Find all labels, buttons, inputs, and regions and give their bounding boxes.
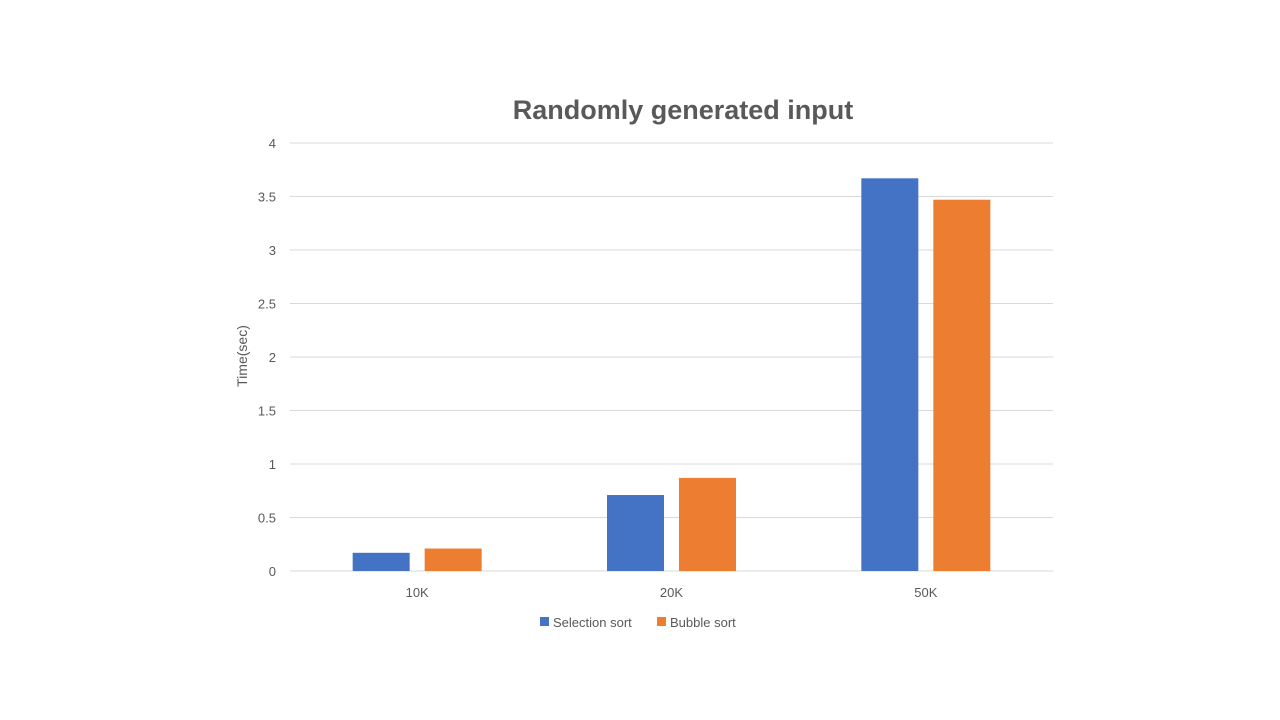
- x-tick-label: 20K: [660, 585, 683, 600]
- y-tick-label: 0.5: [258, 511, 276, 526]
- legend-label: Bubble sort: [670, 615, 736, 630]
- chart-title: Randomly generated input: [513, 95, 854, 125]
- y-axis-ticks: 0 0.5 1 1.5 2 2.5 3 3.5 4: [258, 136, 276, 579]
- x-tick-label: 10K: [406, 585, 429, 600]
- bars: [352, 178, 991, 571]
- gridlines: [290, 142, 1053, 572]
- y-tick-label: 1.5: [258, 404, 276, 419]
- bar-bubble-sort-20k: [679, 477, 736, 571]
- legend-swatch: [540, 617, 549, 626]
- y-tick-label: 4: [269, 136, 276, 151]
- legend-swatch: [657, 617, 666, 626]
- x-axis-ticks: 10K 20K 50K: [406, 585, 938, 600]
- y-tick-label: 3.5: [258, 190, 276, 205]
- x-tick-label: 50K: [914, 585, 937, 600]
- y-tick-label: 0: [269, 564, 276, 579]
- legend-label: Selection sort: [553, 615, 632, 630]
- legend: Selection sort Bubble sort: [540, 615, 736, 630]
- bar-bubble-sort-50k: [933, 199, 991, 571]
- y-tick-label: 3: [269, 243, 276, 258]
- y-tick-label: 1: [269, 457, 276, 472]
- y-tick-label: 2: [269, 350, 276, 365]
- bar-selection-sort-50k: [861, 178, 919, 571]
- y-tick-label: 2.5: [258, 297, 276, 312]
- bar-selection-sort-10k: [352, 552, 410, 571]
- bar-selection-sort-20k: [607, 495, 664, 571]
- bar-bubble-sort-10k: [424, 548, 482, 571]
- y-axis-title: Time(sec): [234, 325, 250, 387]
